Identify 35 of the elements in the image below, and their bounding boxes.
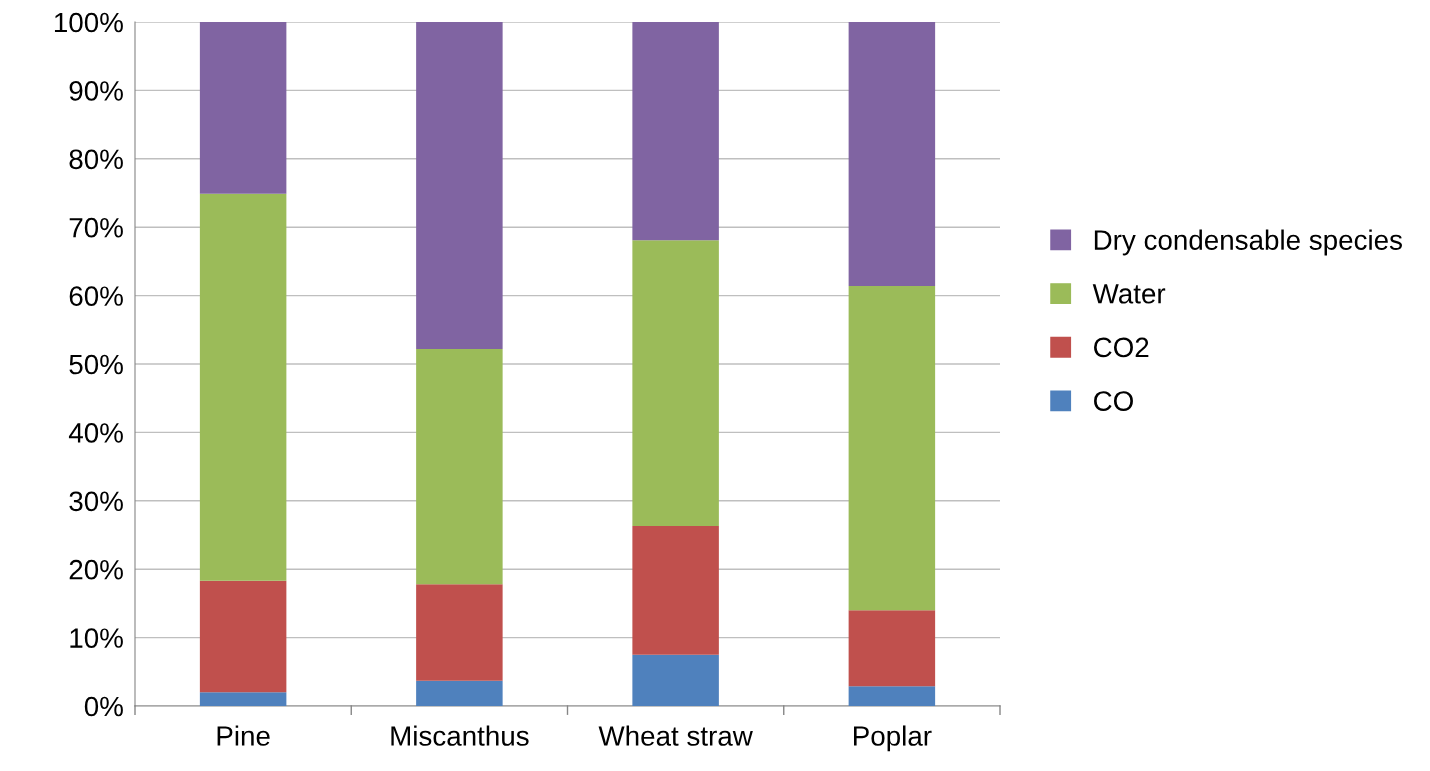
legend-label: CO <box>1094 391 1133 411</box>
x-tick-label: Miscanthus <box>391 725 529 746</box>
y-tick-label: 90% <box>69 81 123 101</box>
y-tick-label: 80% <box>69 149 123 170</box>
x-tick-label: Wheat straw <box>598 725 753 746</box>
bar <box>848 286 936 611</box>
bar <box>199 193 287 581</box>
x-tick-label: Pine <box>217 725 270 746</box>
bar <box>199 692 287 706</box>
bar <box>848 610 936 687</box>
bar <box>632 240 719 527</box>
bar <box>848 686 936 706</box>
bar <box>632 22 719 241</box>
bar <box>416 584 503 681</box>
y-tick-label: 60% <box>69 286 123 306</box>
y-tick-label: 100% <box>54 12 123 33</box>
bar <box>416 348 503 585</box>
y-tick-label: 50% <box>69 354 123 375</box>
legend-label: CO2 <box>1094 337 1149 358</box>
bar <box>416 22 503 349</box>
x-tick-label: Poplar <box>854 725 932 752</box>
legend-label: Water <box>1092 284 1166 304</box>
y-tick-label: 0% <box>84 696 123 717</box>
bar <box>848 22 936 287</box>
y-tick-label: 30% <box>69 491 123 512</box>
bar <box>416 680 503 706</box>
y-tick-label: 70% <box>69 217 123 238</box>
y-tick-label: 10% <box>70 628 123 648</box>
bar <box>199 22 287 194</box>
legend-label: Dry condensable species <box>1094 229 1402 256</box>
y-tick-label: 40% <box>68 423 123 443</box>
y-tick-label: 20% <box>69 559 123 580</box>
bar <box>632 526 719 655</box>
bar <box>632 654 719 706</box>
bar <box>199 580 287 693</box>
